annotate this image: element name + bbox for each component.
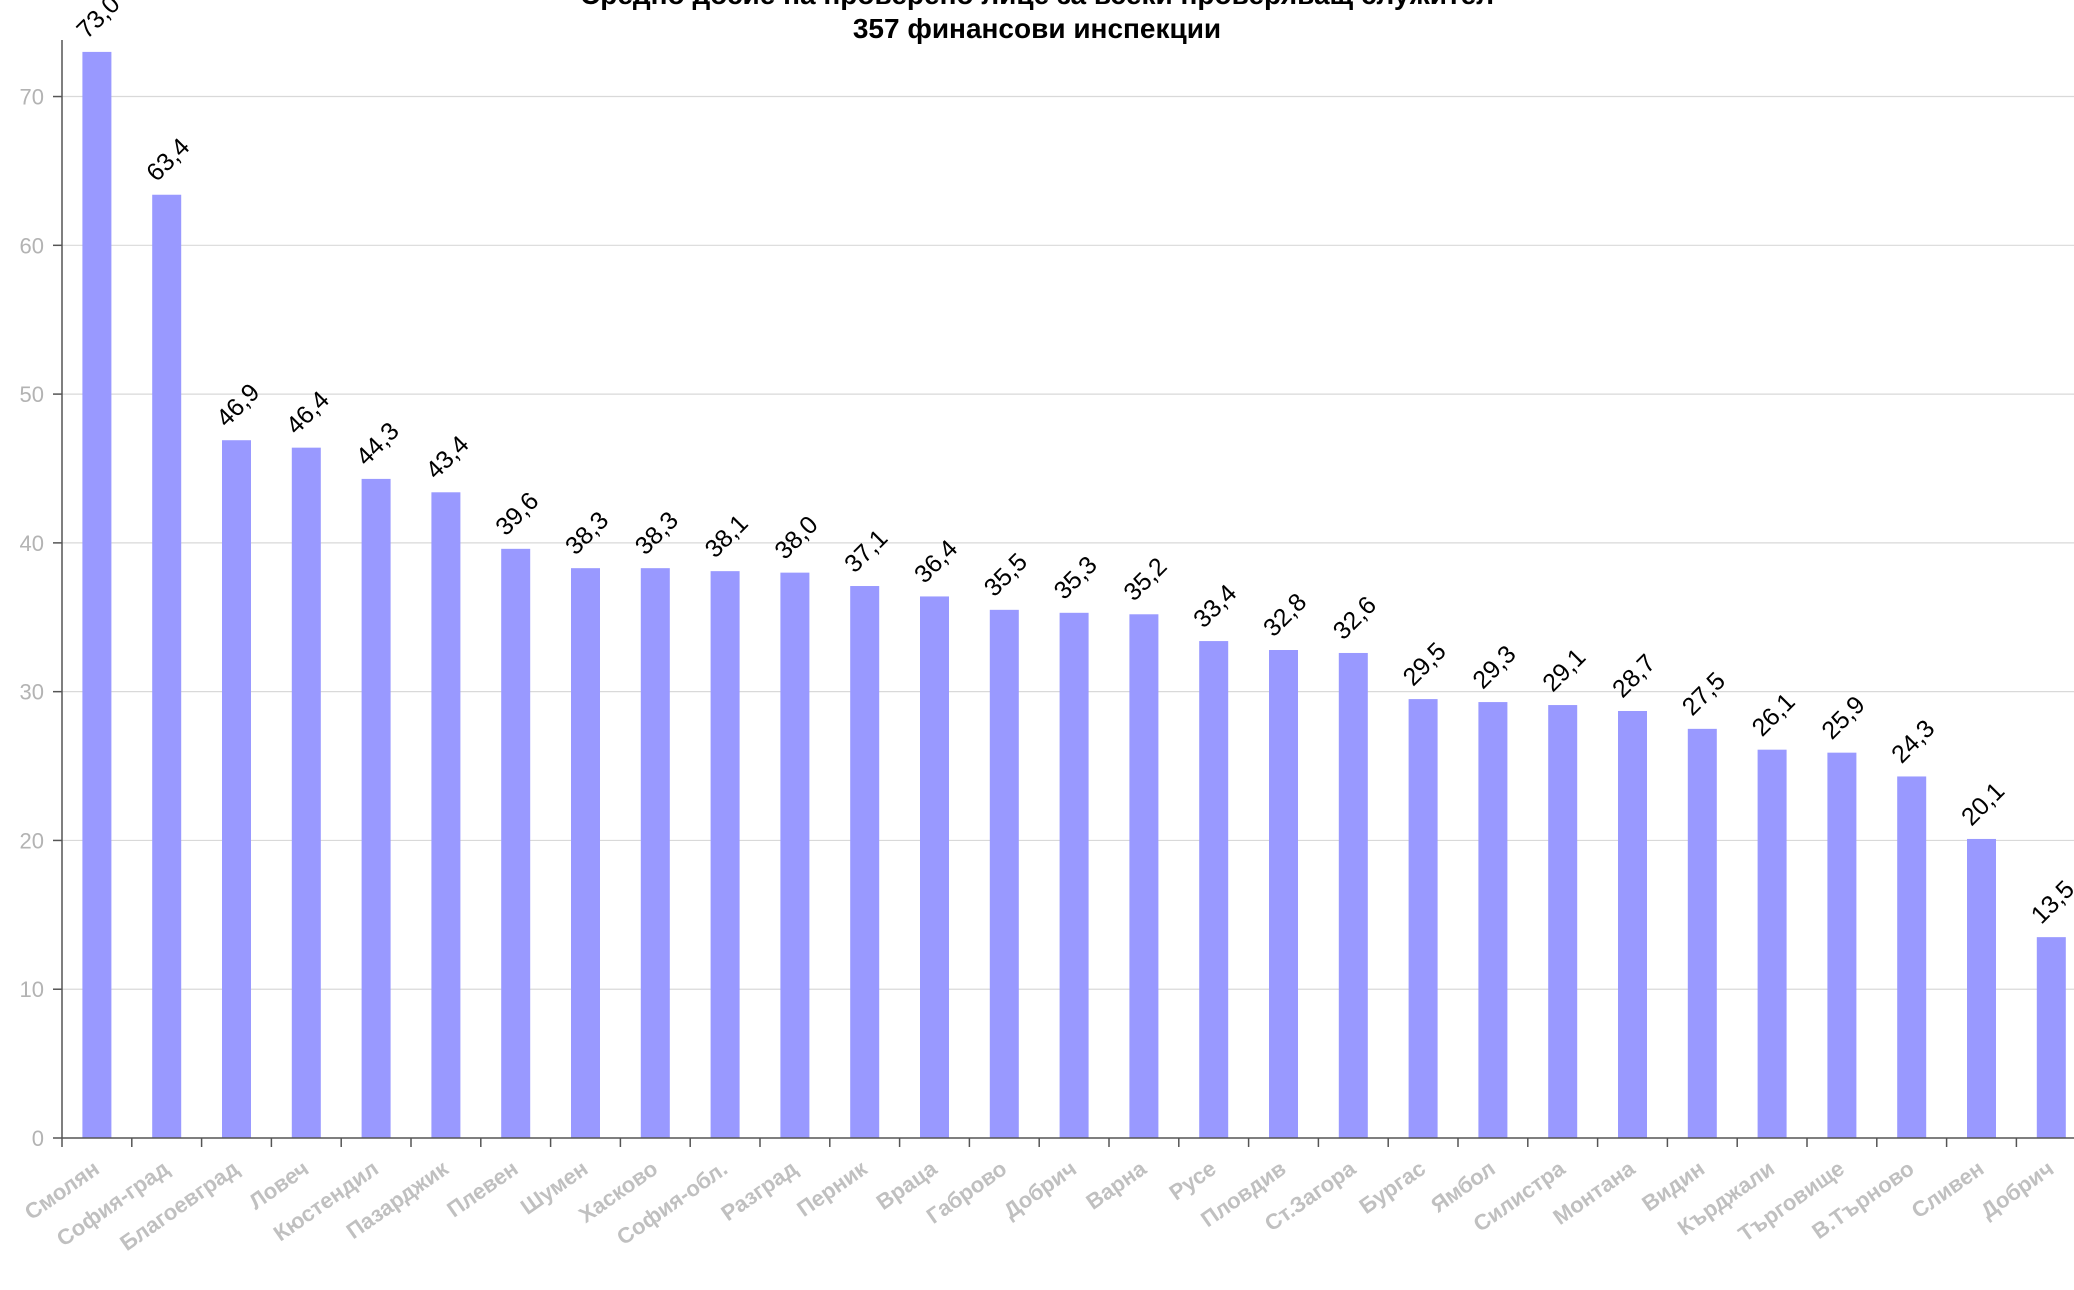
data-label-0: 73,0	[71, 0, 125, 44]
data-label-14: 35,3	[1049, 551, 1103, 605]
bar-0	[82, 51, 112, 1138]
bar-27	[1967, 838, 1996, 1138]
bar-18	[1338, 652, 1368, 1138]
bar-14	[1059, 612, 1089, 1138]
data-label-23: 27,5	[1677, 667, 1731, 721]
y-tick-label-20: 20	[20, 828, 44, 853]
bar-28	[2036, 937, 2066, 1138]
data-label-22: 28,7	[1607, 649, 1661, 703]
y-tick-label-50: 50	[20, 382, 44, 407]
data-label-16: 33,4	[1188, 579, 1242, 633]
bar-23	[1687, 728, 1717, 1138]
bar-21	[1548, 705, 1578, 1138]
y-tick-label-40: 40	[20, 531, 44, 556]
x-tick-label-2: Благоевград	[115, 1156, 243, 1256]
bar-10	[780, 572, 810, 1138]
y-tick-label-60: 60	[20, 233, 44, 258]
x-tick-label-13: Габрово	[922, 1156, 1011, 1229]
bar-1	[152, 194, 182, 1139]
gridlines	[62, 95, 2074, 990]
bar-19	[1408, 699, 1438, 1138]
x-tick-label-10: Разград	[716, 1156, 801, 1226]
bar-11	[850, 586, 880, 1138]
data-label-8: 38,3	[630, 506, 684, 560]
data-label-2: 46,9	[211, 378, 265, 432]
bar-16	[1199, 641, 1229, 1138]
bar-25	[1827, 752, 1857, 1138]
bar-17	[1269, 650, 1298, 1138]
bar-2	[222, 440, 251, 1139]
x-tick-label-27: Сливен	[1907, 1156, 1989, 1224]
bar-12	[920, 596, 949, 1138]
y-axis-ticks: 0 10 20 30 40 50 60 70	[20, 85, 62, 1151]
data-label-17: 32,8	[1258, 588, 1312, 642]
bar-20	[1478, 702, 1508, 1138]
y-tick-label-10: 10	[20, 977, 44, 1002]
bar-3	[291, 447, 321, 1138]
x-tick-label-11: Перник	[792, 1155, 872, 1222]
data-label-28: 13,5	[2026, 875, 2074, 929]
y-tick-label-70: 70	[20, 85, 44, 110]
bars	[82, 51, 2066, 1139]
chart-title-line-2: 357 финансови инспекции	[852, 13, 1222, 44]
y-tick-label-30: 30	[20, 680, 44, 705]
data-label-10: 38,0	[769, 511, 823, 565]
bar-22	[1618, 711, 1647, 1138]
chart-title-line-1: Средно досие на проверено лице за всеки …	[0, 0, 2074, 12]
data-label-1: 63,4	[141, 133, 195, 187]
bar-26	[1897, 776, 1927, 1138]
data-label-26: 24,3	[1886, 714, 1940, 768]
x-tick-label-16: Русе	[1165, 1156, 1221, 1206]
x-tick-label-14: Добрич	[999, 1156, 1081, 1224]
data-label-18: 32,6	[1328, 591, 1382, 645]
x-tick-label-15: Варна	[1081, 1155, 1151, 1214]
y-tick-label-0: 0	[32, 1126, 44, 1151]
data-label-7: 38,3	[560, 506, 614, 560]
bar-6	[501, 548, 531, 1138]
bar-5	[431, 492, 461, 1138]
bar-9	[710, 571, 740, 1138]
data-label-21: 29,1	[1537, 643, 1591, 697]
x-tick-label-28: Добрич	[1976, 1156, 2058, 1224]
x-tick-label-19: Бургас	[1355, 1156, 1430, 1219]
data-label-13: 35,5	[979, 548, 1033, 602]
data-label-9: 38,1	[700, 509, 754, 563]
data-label-24: 26,1	[1747, 688, 1801, 742]
axes	[61, 40, 2074, 1139]
data-label-15: 35,2	[1118, 552, 1172, 606]
bar-8	[640, 568, 670, 1138]
data-label-5: 43,4	[420, 430, 474, 484]
bar-24	[1757, 749, 1787, 1138]
x-tick-label-6: Плевен	[442, 1156, 522, 1223]
data-label-25: 25,9	[1816, 691, 1870, 745]
bar-7	[571, 568, 600, 1138]
bar-4	[361, 478, 391, 1138]
data-label-20: 29,3	[1467, 640, 1521, 694]
bar-13	[989, 609, 1019, 1138]
bar-15	[1129, 614, 1159, 1138]
data-label-4: 44,3	[351, 417, 405, 471]
data-label-6: 39,6	[490, 487, 544, 541]
data-label-19: 29,5	[1398, 637, 1452, 691]
chart-title: Средно досие на проверено лице за всеки …	[0, 0, 2074, 46]
data-label-27: 20,1	[1956, 777, 2010, 831]
data-label-11: 37,1	[839, 524, 893, 578]
